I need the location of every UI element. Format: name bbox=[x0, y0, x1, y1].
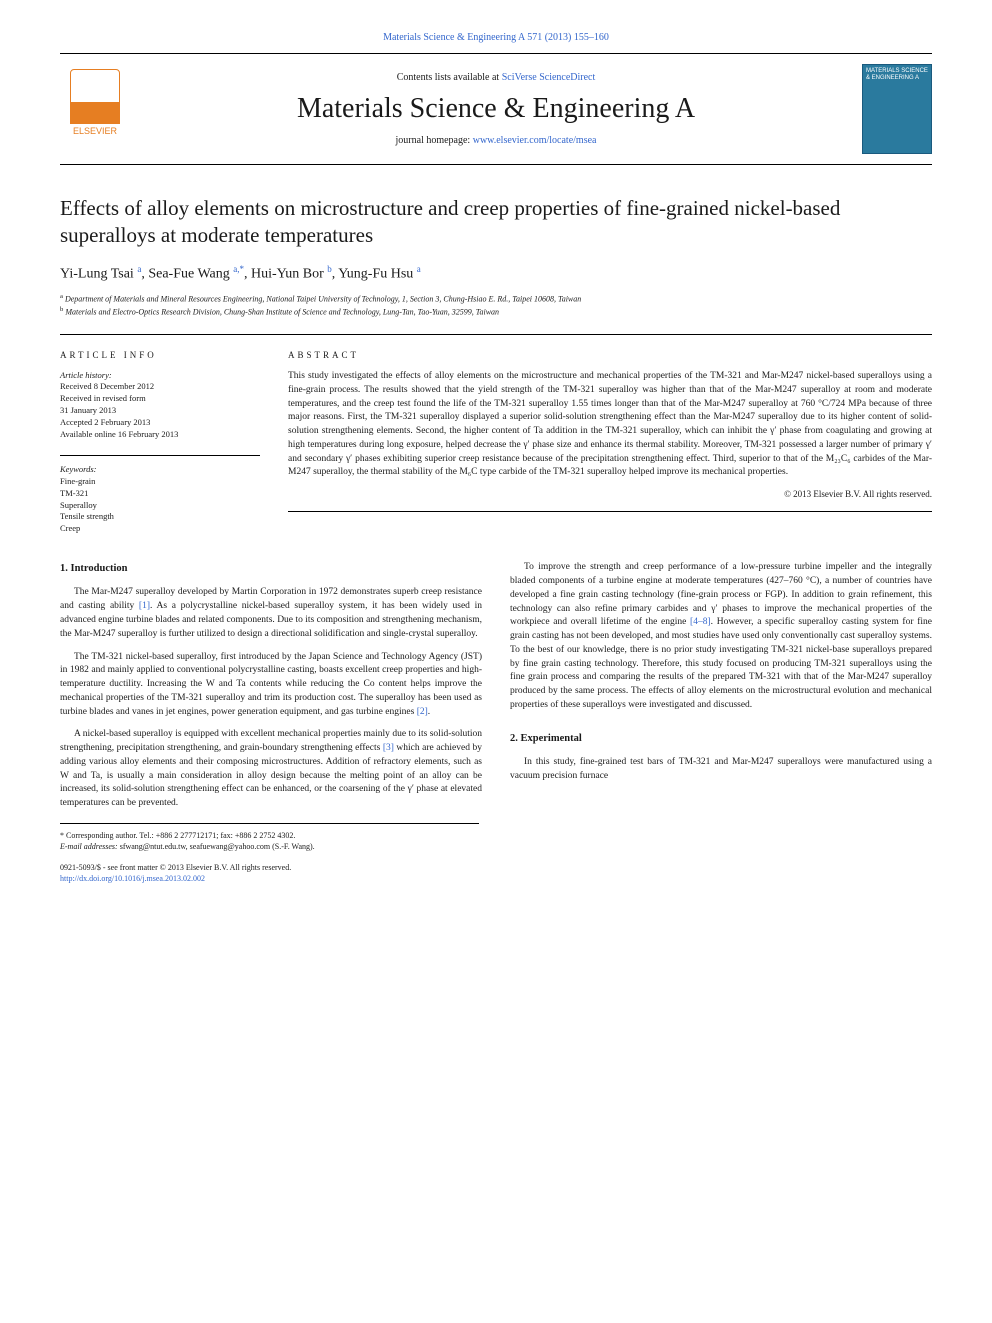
intro-para-1: The Mar-M247 superalloy developed by Mar… bbox=[60, 586, 482, 641]
abstract-heading: ABSTRACT bbox=[288, 349, 932, 362]
intro-para-3: A nickel-based superalloy is equipped wi… bbox=[60, 728, 482, 811]
exp-para-1: In this study, fine-grained test bars of… bbox=[510, 756, 932, 784]
email-addresses: sfwang@ntut.edu.tw, seafuewang@yahoo.com… bbox=[118, 842, 315, 851]
keyword: Creep bbox=[60, 523, 260, 535]
article-info-heading: ARTICLE INFO bbox=[60, 349, 260, 362]
body-columns: 1. Introduction The Mar-M247 superalloy … bbox=[60, 561, 932, 811]
scidirect-link[interactable]: SciVerse ScienceDirect bbox=[502, 72, 596, 83]
intro-para-4: To improve the strength and creep perfor… bbox=[510, 561, 932, 712]
keyword: Fine-grain bbox=[60, 476, 260, 488]
homepage-prefix: journal homepage: bbox=[396, 135, 473, 146]
contents-line: Contents lists available at SciVerse Sci… bbox=[142, 72, 850, 83]
keywords-label: Keywords: bbox=[60, 455, 260, 476]
affiliation-b: b Materials and Electro-Optics Research … bbox=[60, 305, 932, 318]
affiliation-a: a Department of Materials and Mineral Re… bbox=[60, 292, 932, 305]
issn-line: 0921-5093/$ - see front matter © 2013 El… bbox=[60, 862, 479, 873]
section-heading-intro: 1. Introduction bbox=[60, 561, 482, 576]
affiliation-b-text: Materials and Electro-Optics Research Di… bbox=[65, 308, 499, 317]
homepage-line: journal homepage: www.elsevier.com/locat… bbox=[142, 135, 850, 146]
article-title: Effects of alloy elements on microstruct… bbox=[60, 195, 932, 250]
elsevier-label: ELSEVIER bbox=[73, 126, 117, 136]
elsevier-tree-icon bbox=[70, 69, 120, 124]
footnotes: * Corresponding author. Tel.: +886 2 277… bbox=[60, 823, 479, 852]
elsevier-logo: ELSEVIER bbox=[60, 69, 130, 149]
history-line: Received in revised form bbox=[60, 393, 260, 405]
ref-link[interactable]: [1] bbox=[139, 601, 150, 611]
ref-link[interactable]: [2] bbox=[417, 707, 428, 717]
authors-line: Yi-Lung Tsai a, Sea-Fue Wang a,*, Hui-Yu… bbox=[60, 264, 932, 283]
contents-prefix: Contents lists available at bbox=[397, 72, 502, 83]
keyword: Superalloy bbox=[60, 500, 260, 512]
section-heading-experimental: 2. Experimental bbox=[510, 731, 932, 746]
abstract-copyright: © 2013 Elsevier B.V. All rights reserved… bbox=[288, 488, 932, 512]
footer-meta: 0921-5093/$ - see front matter © 2013 El… bbox=[60, 862, 479, 884]
history-line: Available online 16 February 2013 bbox=[60, 429, 260, 441]
keyword: Tensile strength bbox=[60, 511, 260, 523]
running-header: Materials Science & Engineering A 571 (2… bbox=[60, 32, 932, 43]
corresponding-author-note: * Corresponding author. Tel.: +886 2 277… bbox=[60, 830, 479, 841]
homepage-link[interactable]: www.elsevier.com/locate/msea bbox=[473, 135, 597, 146]
affiliation-a-text: Department of Materials and Mineral Reso… bbox=[65, 295, 581, 304]
abstract-block: ABSTRACT This study investigated the eff… bbox=[288, 349, 932, 535]
history-line: Accepted 2 February 2013 bbox=[60, 417, 260, 429]
history-line: Received 8 December 2012 bbox=[60, 381, 260, 393]
email-label: E-mail addresses: bbox=[60, 842, 118, 851]
email-line: E-mail addresses: sfwang@ntut.edu.tw, se… bbox=[60, 841, 479, 852]
journal-title: Materials Science & Engineering A bbox=[142, 93, 850, 125]
abstract-text: This study investigated the effects of a… bbox=[288, 370, 932, 480]
intro-para-2: The TM-321 nickel-based superalloy, firs… bbox=[60, 651, 482, 720]
article-info-block: ARTICLE INFO Article history: Received 8… bbox=[60, 349, 260, 535]
ref-link[interactable]: [3] bbox=[383, 743, 394, 753]
history-line: 31 January 2013 bbox=[60, 405, 260, 417]
journal-header: ELSEVIER Contents lists available at Sci… bbox=[60, 53, 932, 165]
journal-cover-thumbnail: MATERIALS SCIENCE & ENGINEERING A bbox=[862, 64, 932, 154]
doi-link[interactable]: http://dx.doi.org/10.1016/j.msea.2013.02… bbox=[60, 874, 205, 883]
affiliations: a Department of Materials and Mineral Re… bbox=[60, 292, 932, 318]
history-label: Article history: bbox=[60, 370, 260, 382]
ref-link[interactable]: [4–8] bbox=[690, 617, 711, 627]
keyword: TM-321 bbox=[60, 488, 260, 500]
